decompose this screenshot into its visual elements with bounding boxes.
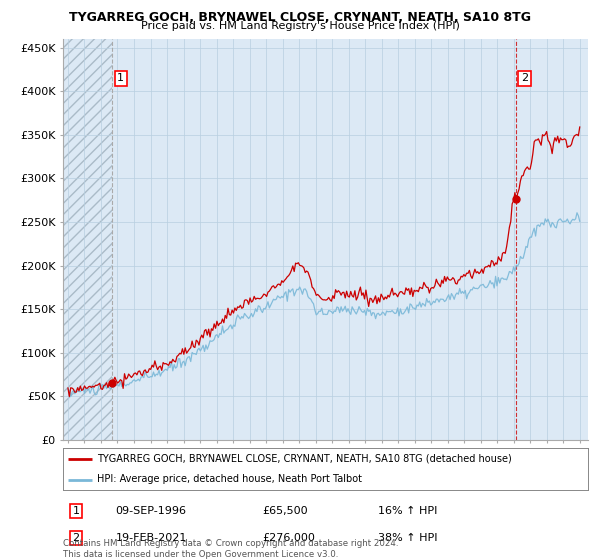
Text: HPI: Average price, detached house, Neath Port Talbot: HPI: Average price, detached house, Neat… — [97, 474, 362, 484]
Text: 38% ↑ HPI: 38% ↑ HPI — [378, 533, 437, 543]
Text: 2: 2 — [73, 533, 80, 543]
Text: TYGARREG GOCH, BRYNAWEL CLOSE, CRYNANT, NEATH, SA10 8TG: TYGARREG GOCH, BRYNAWEL CLOSE, CRYNANT, … — [69, 11, 531, 24]
Text: 1: 1 — [118, 73, 124, 83]
Text: 1: 1 — [73, 506, 80, 516]
Text: 16% ↑ HPI: 16% ↑ HPI — [378, 506, 437, 516]
Text: Price paid vs. HM Land Registry's House Price Index (HPI): Price paid vs. HM Land Registry's House … — [140, 21, 460, 31]
Text: 2: 2 — [521, 73, 528, 83]
Text: £276,000: £276,000 — [263, 533, 316, 543]
Text: £65,500: £65,500 — [263, 506, 308, 516]
Text: Contains HM Land Registry data © Crown copyright and database right 2024.
This d: Contains HM Land Registry data © Crown c… — [63, 539, 398, 559]
Text: TYGARREG GOCH, BRYNAWEL CLOSE, CRYNANT, NEATH, SA10 8TG (detached house): TYGARREG GOCH, BRYNAWEL CLOSE, CRYNANT, … — [97, 454, 512, 464]
Text: 09-SEP-1996: 09-SEP-1996 — [115, 506, 187, 516]
Text: 19-FEB-2021: 19-FEB-2021 — [115, 533, 187, 543]
